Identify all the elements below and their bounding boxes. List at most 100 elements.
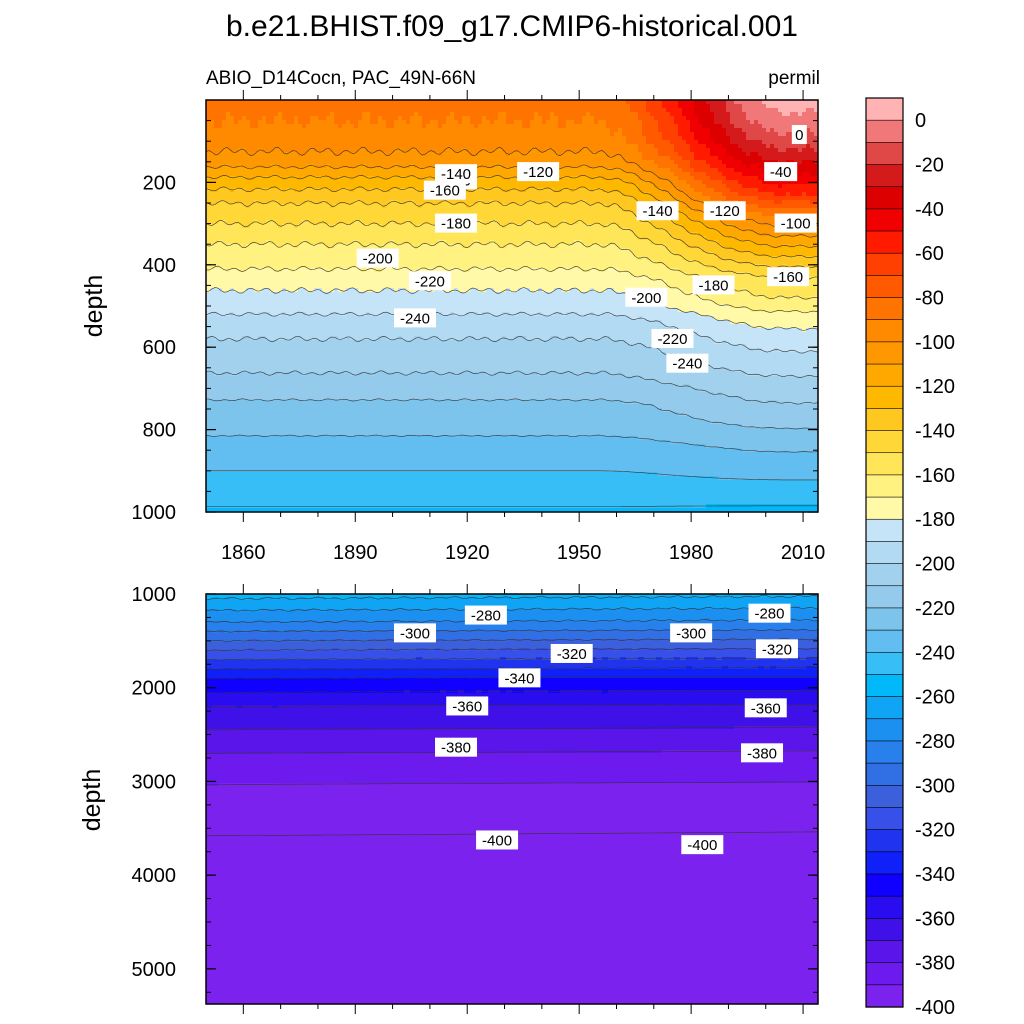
upper-contour-cell <box>742 108 778 113</box>
upper-contour-cell <box>706 160 722 165</box>
upper-contour-cell <box>330 176 338 181</box>
upper-contour-cell <box>462 116 470 121</box>
upper-contour-cell <box>334 120 346 125</box>
upper-contour-cell <box>214 372 222 377</box>
upper-contour-cell <box>294 188 302 193</box>
upper-contour-cell <box>566 124 606 129</box>
upper-contour-cell <box>590 148 638 153</box>
upper-contour-cell <box>334 204 382 209</box>
upper-contour-cell <box>666 304 730 309</box>
colorbar-tick-label: -220 <box>915 598 955 620</box>
upper-contour-cell <box>250 120 258 125</box>
upper-contour-cell <box>594 120 598 125</box>
upper-contour-cell <box>206 144 638 149</box>
upper-contour-cell <box>606 120 642 125</box>
upper-contour-cell <box>658 348 762 353</box>
colorbar-tick-label: -120 <box>915 376 955 398</box>
lower-contour-cell <box>206 792 818 796</box>
upper-contour-cell <box>750 164 758 169</box>
upper-contour-cell <box>382 312 390 317</box>
contour-label-text: -400 <box>482 832 512 849</box>
upper-contour-cell <box>666 264 706 269</box>
lower-contour-cell <box>206 945 818 949</box>
colorbar-tick-label: -280 <box>915 731 955 753</box>
lower-contour-cell <box>206 726 734 730</box>
upper-contour-cell <box>678 412 818 417</box>
x-tick-label: 1860 <box>221 542 266 564</box>
upper-contour-cell <box>726 108 742 113</box>
colorbar-tick-label: -360 <box>915 908 955 930</box>
lower-contour-cell <box>206 1002 818 1004</box>
upper-contour-cell <box>526 240 530 245</box>
upper-contour-cell <box>346 336 350 341</box>
contour-label: -340 <box>498 668 541 688</box>
upper-contour-cell <box>762 100 818 105</box>
colorbar-swatch <box>865 408 904 432</box>
upper-contour-cell <box>442 312 450 317</box>
lower-contour-cell <box>806 666 818 670</box>
upper-contour-cell <box>322 200 326 205</box>
upper-contour-cell <box>322 288 334 293</box>
upper-contour-cell <box>814 132 818 137</box>
upper-contour-cell <box>310 120 334 125</box>
contour-label: -200 <box>625 287 668 307</box>
upper-contour-cell <box>766 144 770 149</box>
upper-contour-cell <box>370 312 382 317</box>
lower-contour-cell <box>788 657 800 661</box>
upper-contour-cell <box>206 388 698 393</box>
lower-contour-cell <box>260 597 272 601</box>
figure-title: b.e21.BHIST.f09_g17.CMIP6-historical.001 <box>226 10 798 43</box>
upper-contour-cell <box>274 120 286 125</box>
upper-contour-cell <box>666 244 686 249</box>
lower-contour-cell <box>218 630 224 634</box>
lower-contour-cell <box>206 921 818 925</box>
upper-contour-cell <box>206 188 210 193</box>
lower-contour-cell <box>206 813 818 817</box>
upper-contour-cell <box>706 264 766 269</box>
upper-contour-cell <box>234 188 246 193</box>
upper-contour-cell <box>206 128 610 133</box>
upper-contour-cell <box>622 168 642 173</box>
upper-contour-cell <box>506 224 550 229</box>
contour-label-bg <box>636 201 679 221</box>
upper-contour-cell <box>746 344 818 349</box>
upper-contour-cell <box>802 296 810 301</box>
upper-contour-cell <box>486 116 498 121</box>
upper-contour-cell <box>234 116 242 121</box>
upper-contour-cell <box>526 152 558 157</box>
lower-contour-cell <box>206 666 686 670</box>
upper-contour-cell <box>206 244 242 249</box>
upper-contour-cell <box>490 220 498 225</box>
upper-contour-cell <box>702 296 766 301</box>
upper-contour-cell <box>326 116 334 121</box>
upper-contour-cell <box>254 220 258 225</box>
lower-contour-cell <box>206 870 818 874</box>
upper-contour-cell <box>206 156 622 161</box>
upper-contour-cell <box>282 312 286 317</box>
upper-contour-cell <box>550 336 558 341</box>
upper-contour-cell <box>734 236 818 241</box>
lower-contour-cell <box>560 690 602 694</box>
upper-contour-cell <box>566 220 578 225</box>
contour-label-text: -180 <box>441 216 471 233</box>
contour-label-text: -200 <box>631 290 661 307</box>
upper-contour-line <box>206 265 818 314</box>
upper-contour-cell <box>606 244 618 249</box>
upper-contour-cell <box>730 116 746 121</box>
upper-contour-cell <box>726 184 742 189</box>
upper-contour-cell <box>566 312 578 317</box>
lower-contour-cell <box>356 639 368 643</box>
upper-contour-cell <box>738 200 774 205</box>
upper-contour-cell <box>506 336 514 341</box>
upper-contour-cell <box>206 132 610 137</box>
upper-contour-cell <box>358 148 366 153</box>
upper-contour-cell <box>470 152 478 157</box>
upper-contour-cell <box>230 112 278 117</box>
upper-contour-cell <box>630 104 646 109</box>
contour-label-bg <box>748 603 791 623</box>
upper-contour-cell <box>794 160 802 165</box>
contour-label-text: -400 <box>687 837 717 854</box>
contour-label-text: -220 <box>657 331 687 348</box>
upper-contour-cell <box>406 200 414 205</box>
lower-contour-cell <box>206 978 818 982</box>
